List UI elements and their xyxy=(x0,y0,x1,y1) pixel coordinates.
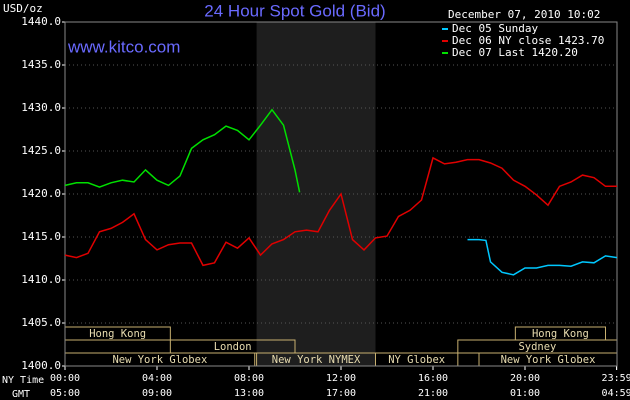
x-tick-label: 00:00 xyxy=(50,373,80,384)
session-label: New York NYMEX xyxy=(272,354,361,366)
x-tick-label: 16:00 xyxy=(418,373,448,384)
x2-tick-label: 04:59 xyxy=(602,388,630,399)
x-axis-label: NY Time xyxy=(2,375,44,386)
x-tick-label: 04:00 xyxy=(142,373,172,384)
session-label: London xyxy=(214,341,252,353)
x-tick-label: 23:59 xyxy=(602,373,630,384)
legend-label: Dec 06 NY close 1423.70 xyxy=(452,34,604,47)
y-tick-label: 1405.0 xyxy=(21,316,61,329)
y-tick-label: 1435.0 xyxy=(21,58,61,71)
x2-tick-label: 17:00 xyxy=(326,388,356,399)
y-tick-label: 1430.0 xyxy=(21,101,61,114)
plot-frame xyxy=(64,21,618,367)
x2-tick-label: 01:00 xyxy=(510,388,540,399)
x2-tick-label: 09:00 xyxy=(142,388,172,399)
series-line xyxy=(64,156,617,267)
chart-title: 24 Hour Spot Gold (Bid) xyxy=(204,1,385,20)
series-line xyxy=(64,108,301,193)
legend-label: Dec 05 Sunday xyxy=(452,22,538,35)
y-tick-label: 1440.0 xyxy=(21,15,61,28)
y-tick-label: 1420.0 xyxy=(21,187,61,200)
series-line xyxy=(467,238,618,276)
x2-axis-label: GMT xyxy=(12,389,30,400)
session-label: New York Globex xyxy=(112,354,207,366)
timestamp: December 07, 2010 10:02 xyxy=(448,8,600,21)
y-axis-label: USD/oz xyxy=(3,2,43,15)
session-label: Hong Kong xyxy=(532,328,589,340)
x2-tick-label: 05:00 xyxy=(50,388,80,399)
x-tick-label: 08:00 xyxy=(234,373,264,384)
session-label: Sydney xyxy=(518,341,556,353)
legend-label: Dec 07 Last 1420.20 xyxy=(452,46,578,59)
chart-subtitle: www.kitco.com xyxy=(67,37,180,56)
y-tick-label: 1415.0 xyxy=(21,230,61,243)
y-tick-label: 1400.0 xyxy=(21,359,61,372)
shaded-band xyxy=(256,22,376,366)
session-label: NY Globex xyxy=(388,354,445,366)
y-tick-label: 1410.0 xyxy=(21,273,61,286)
x2-tick-label: 13:00 xyxy=(234,388,264,399)
x2-tick-label: 21:00 xyxy=(418,388,448,399)
session-label: New York Globex xyxy=(501,354,596,366)
y-tick-label: 1425.0 xyxy=(21,144,61,157)
x-tick-label: 12:00 xyxy=(326,373,356,384)
x-tick-label: 20:00 xyxy=(510,373,540,384)
session-label: Hong Kong xyxy=(89,328,146,340)
